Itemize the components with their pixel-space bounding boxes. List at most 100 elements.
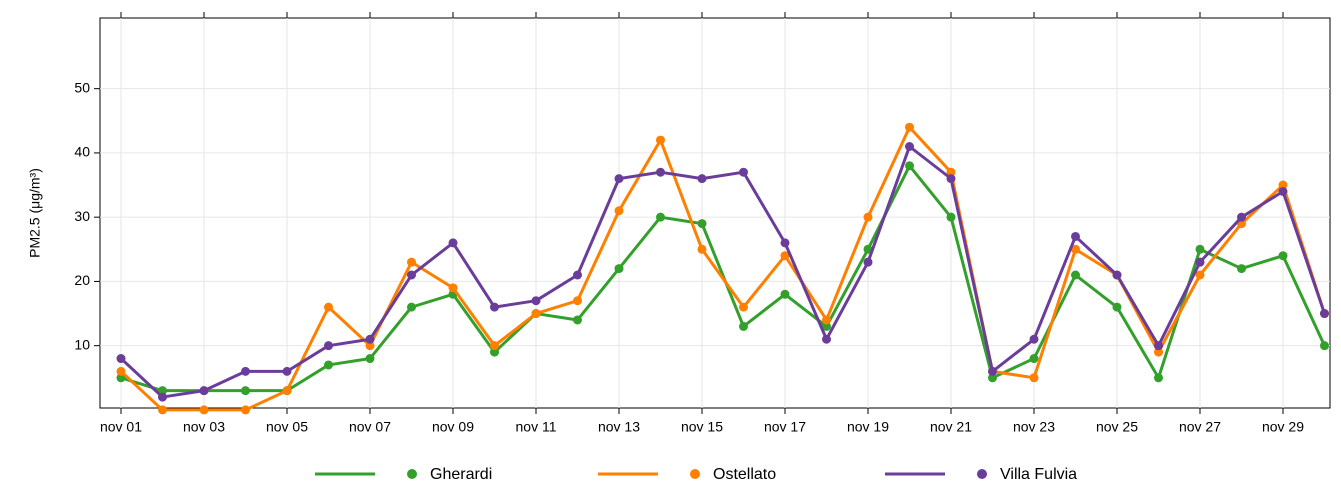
- data-point: [1320, 309, 1329, 319]
- data-point: [1154, 373, 1163, 383]
- data-point: [116, 354, 126, 364]
- data-point: [780, 251, 790, 261]
- data-point: [1112, 270, 1122, 280]
- data-point: [1278, 180, 1288, 190]
- data-point: [490, 347, 499, 357]
- data-point: [1237, 264, 1246, 274]
- data-point: [780, 289, 790, 299]
- data-point: [573, 270, 582, 280]
- data-point: [863, 257, 873, 267]
- x-tick-label: nov 29: [1262, 419, 1304, 435]
- data-point: [116, 373, 126, 383]
- data-point: [822, 315, 831, 325]
- data-point: [863, 212, 873, 222]
- data-point: [448, 283, 458, 293]
- y-tick-label: 50: [74, 79, 90, 95]
- data-point: [905, 122, 914, 132]
- data-point: [199, 405, 209, 415]
- data-point: [1195, 270, 1205, 280]
- data-point: [780, 238, 790, 248]
- data-point: [490, 341, 499, 351]
- data-point: [241, 366, 250, 376]
- data-point: [324, 341, 333, 351]
- x-tick-label: nov 13: [598, 419, 640, 435]
- y-tick-label: 30: [74, 208, 90, 224]
- data-point: [573, 315, 582, 325]
- y-tick-label: 40: [74, 144, 90, 160]
- plot-frame: [99, 17, 1331, 409]
- y-axis-title: PM2.5 (μg/m³): [27, 168, 43, 258]
- legend-dot: [690, 469, 700, 479]
- data-point: [324, 302, 333, 312]
- data-point: [822, 334, 831, 344]
- data-point: [946, 167, 956, 177]
- data-point: [407, 270, 416, 280]
- data-point: [905, 142, 914, 152]
- x-tick-label: nov 05: [266, 419, 308, 435]
- data-point: [697, 219, 707, 229]
- data-point: [1195, 257, 1205, 267]
- data-point: [1195, 244, 1205, 254]
- data-point: [573, 296, 582, 306]
- data-point: [905, 161, 914, 171]
- x-tick-label: nov 07: [349, 419, 391, 435]
- data-point: [241, 386, 250, 396]
- data-point: [407, 302, 416, 312]
- data-point: [199, 386, 209, 396]
- data-point: [448, 238, 458, 248]
- y-tick-label: 20: [74, 272, 90, 288]
- data-point: [365, 334, 375, 344]
- data-point: [365, 354, 375, 364]
- legend-label: Gherardi: [430, 466, 492, 483]
- data-point: [282, 386, 292, 396]
- legend-dot: [977, 469, 987, 479]
- data-point: [1154, 347, 1163, 357]
- data-point: [1029, 373, 1039, 383]
- data-point: [531, 296, 541, 306]
- legend-dot: [407, 469, 417, 479]
- data-point: [490, 302, 499, 312]
- data-point: [822, 321, 831, 331]
- data-point: [614, 206, 624, 216]
- data-point: [158, 392, 167, 402]
- x-tick-label: nov 01: [100, 419, 142, 435]
- series-line: [120, 164, 1326, 393]
- data-point: [324, 360, 333, 370]
- x-tick-label: nov 21: [930, 419, 972, 435]
- data-point: [1278, 186, 1288, 196]
- data-point: [407, 257, 416, 267]
- data-point: [1154, 341, 1163, 351]
- data-point: [988, 373, 997, 383]
- data-point: [988, 366, 997, 376]
- data-point: [241, 405, 250, 415]
- data-point: [1071, 244, 1080, 254]
- series-line: [119, 145, 1326, 399]
- x-tick-label: nov 17: [764, 419, 806, 435]
- data-point: [531, 309, 541, 319]
- x-tick-label: nov 23: [1013, 419, 1055, 435]
- data-point: [946, 174, 956, 184]
- x-tick-label: nov 27: [1179, 419, 1221, 435]
- data-point: [1071, 231, 1080, 241]
- legend-label: Ostellato: [713, 466, 776, 483]
- data-point: [614, 174, 624, 184]
- data-point: [1237, 212, 1246, 222]
- data-point: [1112, 302, 1122, 312]
- data-point: [282, 366, 292, 376]
- data-point: [1071, 270, 1080, 280]
- data-point: [158, 405, 167, 415]
- data-point: [1029, 354, 1039, 364]
- data-point: [614, 264, 624, 274]
- x-tick-label: nov 09: [432, 419, 474, 435]
- data-point: [365, 341, 375, 351]
- data-point: [697, 174, 707, 184]
- y-tick-label: 10: [74, 336, 90, 352]
- x-tick-label: nov 25: [1096, 419, 1138, 435]
- data-point: [739, 321, 748, 331]
- x-tick-label: nov 15: [681, 419, 723, 435]
- data-point: [1320, 341, 1329, 351]
- data-point: [697, 244, 707, 254]
- data-point: [656, 167, 665, 177]
- data-point: [1278, 251, 1288, 261]
